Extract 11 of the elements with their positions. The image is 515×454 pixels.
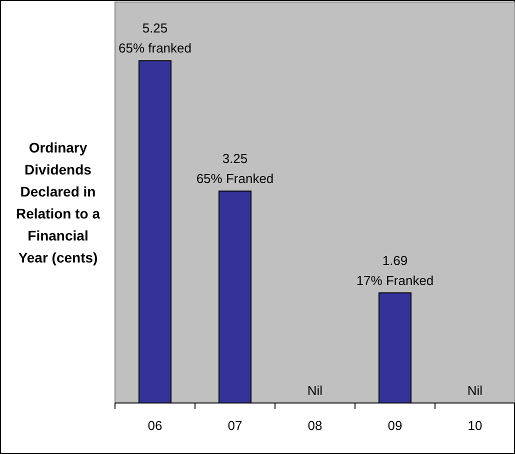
data-label: 5.25 65% franked — [118, 20, 192, 56]
data-label: 3.25 65% Franked — [196, 151, 274, 186]
data-label: Nil — [467, 383, 483, 398]
data-label: Nil — [307, 383, 323, 398]
x-tick-label: 06 — [148, 418, 162, 433]
x-tick-label: 09 — [388, 418, 402, 433]
x-tick-label: 07 — [228, 418, 242, 433]
x-tick-label: 10 — [468, 418, 482, 433]
x-tick-label: 08 — [308, 418, 322, 433]
data-label: 1.69 17% Franked — [356, 252, 434, 288]
y-axis-title: Ordinary Dividends Declared in Relation to a Financial Year (cents) — [16, 140, 100, 266]
